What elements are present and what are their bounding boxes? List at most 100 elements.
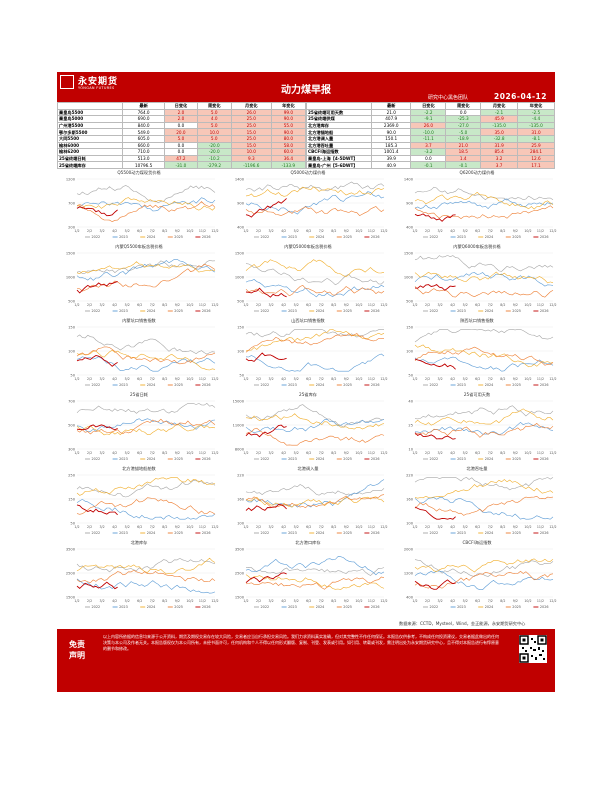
line-chart: 陕西坑口销售指数 150 100 50 1/2 2/2 3/2 4/2 5/2 6/2 7/2 8/2… bbox=[397, 318, 557, 391]
chart-title: 陕西坑口销售指数 bbox=[460, 318, 494, 323]
table-header-blank bbox=[306, 102, 372, 110]
x-tick-label: 10/2 bbox=[524, 599, 531, 603]
table-header-blank bbox=[57, 102, 123, 110]
x-tick-label: 11/2 bbox=[199, 229, 206, 233]
series-line-2026 bbox=[76, 206, 118, 217]
table-cell: -8.1 bbox=[517, 134, 555, 143]
row-label: 北方港库存 bbox=[306, 121, 372, 130]
table-cell: -2.1 bbox=[480, 108, 519, 117]
x-tick-label: 7/2 bbox=[150, 303, 155, 307]
chart-title: 北港库存 bbox=[130, 540, 148, 545]
line-chart: 内蒙Q5000车板含税价格 1500 1000 500 1/2 2/2 3/2 4/2 5/2 6… bbox=[228, 244, 388, 317]
x-tick-label: 11/2 bbox=[199, 451, 206, 455]
y-tick-label: 2500 bbox=[66, 571, 76, 575]
table-header-cell: 周变化 bbox=[445, 102, 482, 110]
line-chart: CBCFI海运指数 2000 1200 400 1/2 2/2 3/2 4/2 5/2 6/2 7/… bbox=[397, 540, 557, 613]
chart-title: Q6200动力煤价格 bbox=[459, 170, 495, 175]
series-line-2024 bbox=[245, 574, 385, 590]
x-tick-label: 7/2 bbox=[150, 599, 155, 603]
series-line-2025 bbox=[245, 427, 385, 446]
x-tick-label: 12/2 bbox=[549, 303, 556, 307]
table-cell: -10.2 bbox=[196, 154, 232, 163]
legend-label: 2026 bbox=[371, 383, 380, 387]
table-row: 榆林6000 660.0 0.0 -20.0 15.0 58.0 bbox=[57, 141, 307, 150]
series-line-2024 bbox=[245, 186, 385, 198]
x-tick-label: 2/2 bbox=[425, 525, 430, 529]
x-tick-label: 11/2 bbox=[199, 377, 206, 381]
x-tick-label: 6/2 bbox=[475, 229, 480, 233]
table-row: 鄂尔多斯5500 549.0 20.0 10.0 15.0 90.0 bbox=[57, 128, 307, 136]
table-cell: 0.0 bbox=[164, 148, 198, 156]
x-tick-label: 12/2 bbox=[380, 377, 387, 381]
x-tick-label: 2/2 bbox=[425, 303, 430, 307]
legend-label: 2024 bbox=[147, 605, 156, 609]
x-tick-label: 7/2 bbox=[150, 229, 155, 233]
legend-label: 2026 bbox=[371, 309, 380, 313]
x-tick-label: 1/2 bbox=[74, 303, 79, 307]
legend-label: 2022 bbox=[430, 383, 439, 387]
x-tick-label: 10/2 bbox=[355, 451, 362, 455]
y-tick-label: 100 bbox=[406, 521, 414, 525]
legend-label: 2026 bbox=[202, 235, 211, 239]
series-line-2024 bbox=[414, 558, 554, 573]
series-line-2022 bbox=[245, 484, 385, 496]
series-line-2026 bbox=[414, 432, 456, 440]
series-line-2022 bbox=[76, 185, 216, 204]
x-tick-label: 2/2 bbox=[425, 599, 430, 603]
table-cell: 85.4 bbox=[480, 148, 519, 156]
table-header-cell: 日变化 bbox=[164, 102, 198, 110]
x-tick-label: 5/2 bbox=[125, 525, 130, 529]
x-tick-label: 1/2 bbox=[412, 451, 417, 455]
x-tick-label: 4/2 bbox=[112, 599, 117, 603]
x-tick-label: 2/2 bbox=[256, 525, 261, 529]
x-tick-label: 2/2 bbox=[87, 599, 92, 603]
x-tick-label: 11/2 bbox=[368, 525, 375, 529]
table-row: 秦皇岛5500 764.0 2.0 5.0 26.0 99.0 bbox=[57, 108, 307, 117]
x-tick-label: 2/2 bbox=[87, 525, 92, 529]
table-row: 25省终端可用天数 21.0 -2.2 0.0 -2.1 -2.5 bbox=[306, 108, 555, 117]
disclaimer-label-1: 免责 bbox=[69, 640, 85, 649]
chart-title: 25省日耗 bbox=[130, 392, 148, 397]
table-cell: -18.9 bbox=[445, 134, 482, 143]
x-tick-label: 7/2 bbox=[488, 303, 493, 307]
x-tick-label: 4/2 bbox=[450, 229, 455, 233]
legend-label: 2025 bbox=[174, 235, 183, 239]
series-line-2026 bbox=[76, 355, 118, 367]
table-cell: -9.1 bbox=[410, 115, 447, 123]
table-row: 北方港吞吐量 185.3 3.7 21.0 31.9 25.9 bbox=[306, 141, 555, 150]
series-line-2024 bbox=[76, 197, 216, 211]
series-line-2023 bbox=[414, 272, 554, 287]
chart-title: 北港吞吐量 bbox=[466, 466, 488, 471]
legend-label: 2022 bbox=[430, 605, 439, 609]
table-cell: 2369.0 bbox=[370, 121, 412, 130]
table-cell: 15.0 bbox=[230, 128, 272, 136]
x-tick-label: 7/2 bbox=[488, 229, 493, 233]
series-line-2025 bbox=[76, 497, 216, 515]
x-tick-label: 1/2 bbox=[243, 599, 248, 603]
x-tick-label: 11/2 bbox=[368, 229, 375, 233]
y-tick-label: 1500 bbox=[66, 251, 76, 255]
y-tick-label: 150 bbox=[406, 325, 414, 329]
table-row: 广州港5500 840.0 0.0 5.0 25.0 55.0 bbox=[57, 121, 307, 130]
table-cell: -279.2 bbox=[196, 161, 232, 169]
company-logo-icon bbox=[60, 75, 74, 89]
line-chart: 内蒙Q6000车板含税价格 1500 1000 500 1/2 2/2 3/2 4/2 5/2 6… bbox=[397, 244, 557, 317]
table-cell: 45.9 bbox=[480, 115, 519, 123]
series-line-2025 bbox=[245, 206, 385, 216]
x-tick-label: 8/2 bbox=[162, 525, 167, 529]
x-tick-label: 12/2 bbox=[211, 525, 218, 529]
table-cell: -31.0 bbox=[164, 161, 198, 169]
legend-label: 2026 bbox=[540, 383, 549, 387]
table-cell: 80.0 bbox=[270, 134, 307, 143]
series-line-2024 bbox=[414, 271, 554, 284]
y-tick-label: 300 bbox=[68, 447, 76, 451]
x-tick-label: 7/2 bbox=[319, 451, 324, 455]
series-line-2026 bbox=[245, 198, 287, 218]
x-tick-label: 1/2 bbox=[243, 525, 248, 529]
logo-name: 永安期货 bbox=[78, 77, 119, 87]
table-cell: -20.0 bbox=[196, 148, 232, 156]
x-tick-label: 10/2 bbox=[186, 599, 193, 603]
y-tick-label: 1000 bbox=[66, 275, 76, 279]
x-tick-label: 1/2 bbox=[243, 377, 248, 381]
